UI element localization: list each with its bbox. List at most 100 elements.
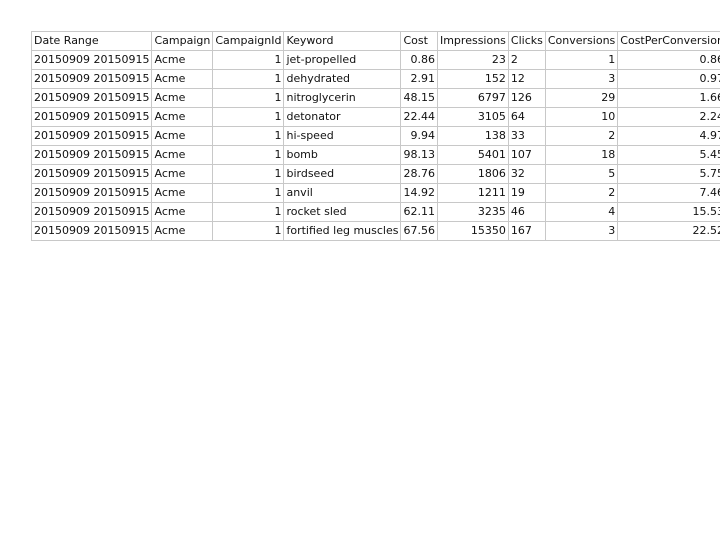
cell-conversions[interactable]: 10 <box>544 107 619 127</box>
cell-cost-per-conv[interactable]: 0.86 <box>617 50 720 70</box>
cell-impressions[interactable]: 152 <box>436 69 509 89</box>
cell-conversions[interactable]: 4 <box>544 202 619 222</box>
cell-cost[interactable]: 2.91 <box>400 69 438 89</box>
cell-campaign-id[interactable]: 1 <box>212 50 285 70</box>
cell-keyword[interactable]: nitroglycerin <box>283 88 402 108</box>
cell-cost[interactable]: 28.76 <box>400 164 438 184</box>
cell-campaign-id[interactable]: 1 <box>212 183 285 203</box>
cell-impressions[interactable]: 5401 <box>436 145 509 165</box>
cell-impressions[interactable]: 3235 <box>436 202 509 222</box>
cell-campaign-id[interactable]: 1 <box>212 69 285 89</box>
cell-clicks[interactable]: 19 <box>507 183 546 203</box>
cell-campaign[interactable]: Acme <box>151 50 214 70</box>
cell-impressions[interactable]: 1211 <box>436 183 509 203</box>
cell-campaign[interactable]: Acme <box>151 202 214 222</box>
cell-date-range[interactable]: 20150909 20150915 <box>30 164 153 184</box>
cell-campaign-id[interactable]: 1 <box>212 202 285 222</box>
cell-conversions[interactable]: 29 <box>544 88 619 108</box>
cell-campaign[interactable]: Acme <box>151 107 214 127</box>
cell-keyword[interactable]: fortified leg muscles <box>283 221 402 241</box>
cell-clicks[interactable]: 107 <box>507 145 546 165</box>
cell-campaign[interactable]: Acme <box>151 69 214 89</box>
cell-clicks[interactable]: 32 <box>507 164 546 184</box>
cell-cost-per-conv[interactable]: 15.53 <box>617 202 720 222</box>
cell-impressions[interactable]: 138 <box>436 126 509 146</box>
cell-campaign[interactable]: Acme <box>151 126 214 146</box>
cell-cost-per-conv[interactable]: 7.46 <box>617 183 720 203</box>
header-cell-cost[interactable]: Cost <box>400 31 438 51</box>
cell-campaign-id[interactable]: 1 <box>212 164 285 184</box>
cell-keyword[interactable]: detonator <box>283 107 402 127</box>
header-cell-impressions[interactable]: Impressions <box>436 31 509 51</box>
cell-cost[interactable]: 9.94 <box>400 126 438 146</box>
cell-date-range[interactable]: 20150909 20150915 <box>30 50 153 70</box>
cell-date-range[interactable]: 20150909 20150915 <box>30 69 153 89</box>
header-cell-clicks[interactable]: Clicks <box>507 31 546 51</box>
cell-impressions[interactable]: 23 <box>436 50 509 70</box>
cell-cost[interactable]: 98.13 <box>400 145 438 165</box>
header-cell-campaign-id[interactable]: CampaignId <box>212 31 285 51</box>
cell-cost[interactable]: 22.44 <box>400 107 438 127</box>
cell-clicks[interactable]: 126 <box>507 88 546 108</box>
cell-campaign[interactable]: Acme <box>151 164 214 184</box>
cell-clicks[interactable]: 46 <box>507 202 546 222</box>
cell-conversions[interactable]: 1 <box>544 50 619 70</box>
cell-cost[interactable]: 14.92 <box>400 183 438 203</box>
cell-cost[interactable]: 62.11 <box>400 202 438 222</box>
cell-clicks[interactable]: 64 <box>507 107 546 127</box>
cell-conversions[interactable]: 2 <box>544 183 619 203</box>
cell-date-range[interactable]: 20150909 20150915 <box>30 107 153 127</box>
cell-campaign[interactable]: Acme <box>151 183 214 203</box>
cell-impressions[interactable]: 15350 <box>436 221 509 241</box>
cell-campaign[interactable]: Acme <box>151 88 214 108</box>
cell-cost-per-conv[interactable]: 0.97 <box>617 69 720 89</box>
cell-date-range[interactable]: 20150909 20150915 <box>30 145 153 165</box>
cell-cost-per-conv[interactable]: 1.66 <box>617 88 720 108</box>
cell-keyword[interactable]: birdseed <box>283 164 402 184</box>
header-cell-conversions[interactable]: Conversions <box>544 31 619 51</box>
cell-keyword[interactable]: rocket sled <box>283 202 402 222</box>
cell-cost-per-conv[interactable]: 5.45 <box>617 145 720 165</box>
cell-clicks[interactable]: 12 <box>507 69 546 89</box>
cell-cost[interactable]: 0.86 <box>400 50 438 70</box>
cell-campaign-id[interactable]: 1 <box>212 221 285 241</box>
cell-campaign[interactable]: Acme <box>151 145 214 165</box>
cell-impressions[interactable]: 6797 <box>436 88 509 108</box>
cell-cost-per-conv[interactable]: 5.75 <box>617 164 720 184</box>
table-row: 20150909 20150915 Acme 1 rocket sled 62.11 32… <box>30 202 720 222</box>
cell-campaign-id[interactable]: 1 <box>212 88 285 108</box>
header-cell-keyword[interactable]: Keyword <box>283 31 402 51</box>
cell-conversions[interactable]: 3 <box>544 221 619 241</box>
cell-keyword[interactable]: jet-propelled <box>283 50 402 70</box>
cell-clicks[interactable]: 33 <box>507 126 546 146</box>
cell-cost-per-conv[interactable]: 4.97 <box>617 126 720 146</box>
cell-date-range[interactable]: 20150909 20150915 <box>30 183 153 203</box>
cell-cost[interactable]: 48.15 <box>400 88 438 108</box>
cell-conversions[interactable]: 5 <box>544 164 619 184</box>
header-cell-campaign[interactable]: Campaign <box>151 31 214 51</box>
cell-conversions[interactable]: 2 <box>544 126 619 146</box>
cell-cost-per-conv[interactable]: 22.52 <box>617 221 720 241</box>
cell-keyword[interactable]: dehydrated <box>283 69 402 89</box>
cell-campaign[interactable]: Acme <box>151 221 214 241</box>
cell-impressions[interactable]: 1806 <box>436 164 509 184</box>
cell-clicks[interactable]: 167 <box>507 221 546 241</box>
cell-campaign-id[interactable]: 1 <box>212 126 285 146</box>
cell-cost-per-conv[interactable]: 2.24 <box>617 107 720 127</box>
cell-campaign-id[interactable]: 1 <box>212 145 285 165</box>
header-cell-date-range[interactable]: Date Range <box>30 31 153 51</box>
header-cell-cost-per-conv[interactable]: CostPerConversion <box>617 31 720 51</box>
cell-date-range[interactable]: 20150909 20150915 <box>30 88 153 108</box>
cell-campaign-id[interactable]: 1 <box>212 107 285 127</box>
cell-date-range[interactable]: 20150909 20150915 <box>30 202 153 222</box>
cell-cost[interactable]: 67.56 <box>400 221 438 241</box>
cell-keyword[interactable]: anvil <box>283 183 402 203</box>
cell-date-range[interactable]: 20150909 20150915 <box>30 221 153 241</box>
cell-conversions[interactable]: 3 <box>544 69 619 89</box>
cell-keyword[interactable]: bomb <box>283 145 402 165</box>
cell-date-range[interactable]: 20150909 20150915 <box>30 126 153 146</box>
cell-impressions[interactable]: 3105 <box>436 107 509 127</box>
cell-conversions[interactable]: 18 <box>544 145 619 165</box>
cell-clicks[interactable]: 2 <box>507 50 546 70</box>
cell-keyword[interactable]: hi-speed <box>283 126 402 146</box>
